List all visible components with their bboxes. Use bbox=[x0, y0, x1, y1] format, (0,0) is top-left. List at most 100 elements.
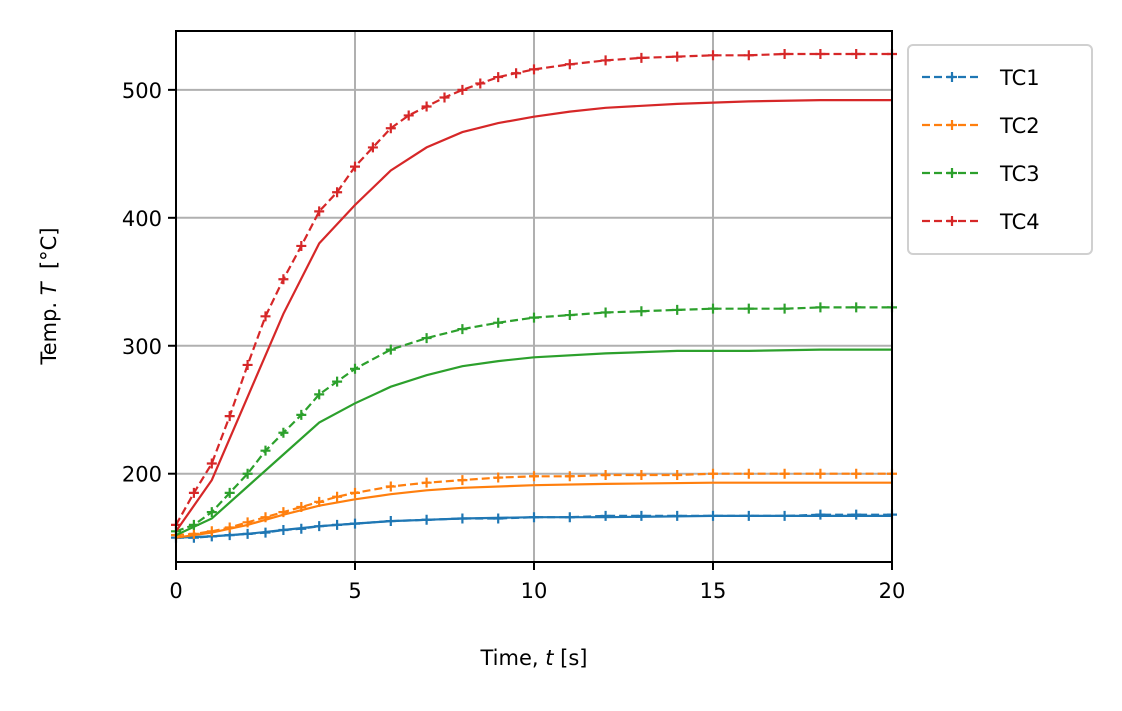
data-point bbox=[278, 427, 289, 438]
x-axis-label: Time, t [s] bbox=[480, 646, 588, 670]
series-tc4-model bbox=[175, 98, 892, 532]
data-point bbox=[779, 49, 790, 60]
series-line bbox=[175, 514, 892, 539]
legend-label: TC1 bbox=[999, 66, 1040, 90]
x-tick-label: 10 bbox=[521, 579, 548, 603]
data-point bbox=[564, 59, 575, 70]
data-point bbox=[529, 471, 539, 482]
data-point bbox=[439, 92, 450, 103]
data-point bbox=[851, 302, 862, 313]
series-line bbox=[175, 348, 892, 537]
data-point bbox=[672, 51, 683, 62]
x-tick-label: 5 bbox=[348, 579, 361, 603]
data-point bbox=[636, 306, 647, 317]
data-point bbox=[600, 469, 611, 480]
data-point bbox=[636, 52, 647, 63]
series-tc3-model bbox=[175, 348, 892, 537]
data-point bbox=[260, 311, 271, 322]
series-tc4 bbox=[171, 49, 897, 530]
data-point bbox=[600, 307, 611, 318]
x-tick-label: 0 bbox=[169, 579, 182, 603]
series-tc1-model bbox=[175, 514, 892, 539]
data-point bbox=[421, 477, 432, 488]
data-point bbox=[296, 409, 307, 420]
data-point bbox=[385, 344, 396, 355]
data-point bbox=[457, 324, 468, 335]
data-point bbox=[743, 468, 754, 479]
data-point bbox=[493, 72, 504, 83]
data-point bbox=[779, 303, 790, 314]
legend-marker bbox=[947, 72, 957, 82]
legend-label: TC4 bbox=[999, 210, 1040, 234]
data-point bbox=[815, 468, 826, 479]
y-tick-label: 200 bbox=[122, 463, 162, 487]
data-point bbox=[743, 303, 754, 314]
x-tick-label: 20 bbox=[879, 579, 906, 603]
data-point bbox=[332, 491, 343, 502]
legend-marker bbox=[947, 120, 957, 130]
data-point bbox=[851, 468, 862, 479]
data-point bbox=[188, 487, 199, 498]
data-point bbox=[600, 55, 611, 66]
ticks: 0 5 10 15 20 200 300 400 500 bbox=[122, 79, 905, 603]
data-point bbox=[385, 481, 396, 492]
series-line bbox=[175, 98, 892, 532]
data-point bbox=[511, 68, 522, 79]
data-point bbox=[385, 123, 396, 134]
data-point bbox=[672, 304, 683, 315]
data-point bbox=[851, 509, 862, 520]
data-point bbox=[206, 458, 217, 469]
y-tick-label: 300 bbox=[122, 335, 162, 359]
legend-marker bbox=[947, 216, 957, 226]
data-point bbox=[314, 389, 325, 400]
data-point bbox=[278, 274, 289, 285]
y-tick-label: 500 bbox=[122, 79, 162, 103]
data-point bbox=[332, 376, 343, 387]
data-point bbox=[224, 411, 235, 422]
data-point bbox=[529, 64, 539, 75]
data-point bbox=[260, 445, 271, 456]
data-point bbox=[600, 510, 611, 521]
data-point bbox=[851, 49, 862, 60]
data-point bbox=[350, 487, 360, 498]
data-point bbox=[743, 50, 754, 61]
data-point bbox=[708, 303, 718, 314]
data-point bbox=[332, 187, 343, 198]
data-point bbox=[242, 468, 253, 479]
series-line bbox=[175, 481, 892, 539]
data-point bbox=[421, 333, 432, 344]
data-point bbox=[350, 363, 360, 374]
data-point bbox=[296, 240, 307, 251]
data-point bbox=[708, 468, 718, 479]
legend: TC1 TC2 TC3 TC4 bbox=[907, 44, 1093, 255]
legend-box bbox=[907, 44, 1093, 255]
data-point bbox=[779, 468, 790, 479]
data-point bbox=[242, 359, 253, 370]
legend-label: TC2 bbox=[999, 114, 1040, 138]
data-point bbox=[564, 310, 575, 321]
data-point bbox=[475, 78, 486, 89]
data-point bbox=[636, 469, 647, 480]
data-point bbox=[224, 487, 235, 498]
data-point bbox=[564, 471, 575, 482]
data-point bbox=[493, 472, 504, 483]
series-line bbox=[175, 306, 892, 533]
x-tick-label: 15 bbox=[700, 579, 727, 603]
legend-label: TC3 bbox=[999, 162, 1040, 186]
data-point bbox=[367, 142, 378, 153]
data-point bbox=[457, 475, 468, 486]
series-tc2-model bbox=[175, 481, 892, 539]
legend-marker bbox=[947, 168, 957, 178]
data-point bbox=[529, 312, 539, 323]
data-point bbox=[314, 206, 325, 217]
data-point bbox=[493, 317, 504, 328]
data-point bbox=[672, 469, 683, 480]
data-point bbox=[403, 110, 414, 121]
y-tick-label: 400 bbox=[122, 207, 162, 231]
data-point bbox=[350, 161, 360, 172]
data-point bbox=[457, 84, 468, 95]
data-point bbox=[815, 509, 826, 520]
data-point bbox=[815, 302, 826, 313]
data-point bbox=[815, 49, 826, 60]
